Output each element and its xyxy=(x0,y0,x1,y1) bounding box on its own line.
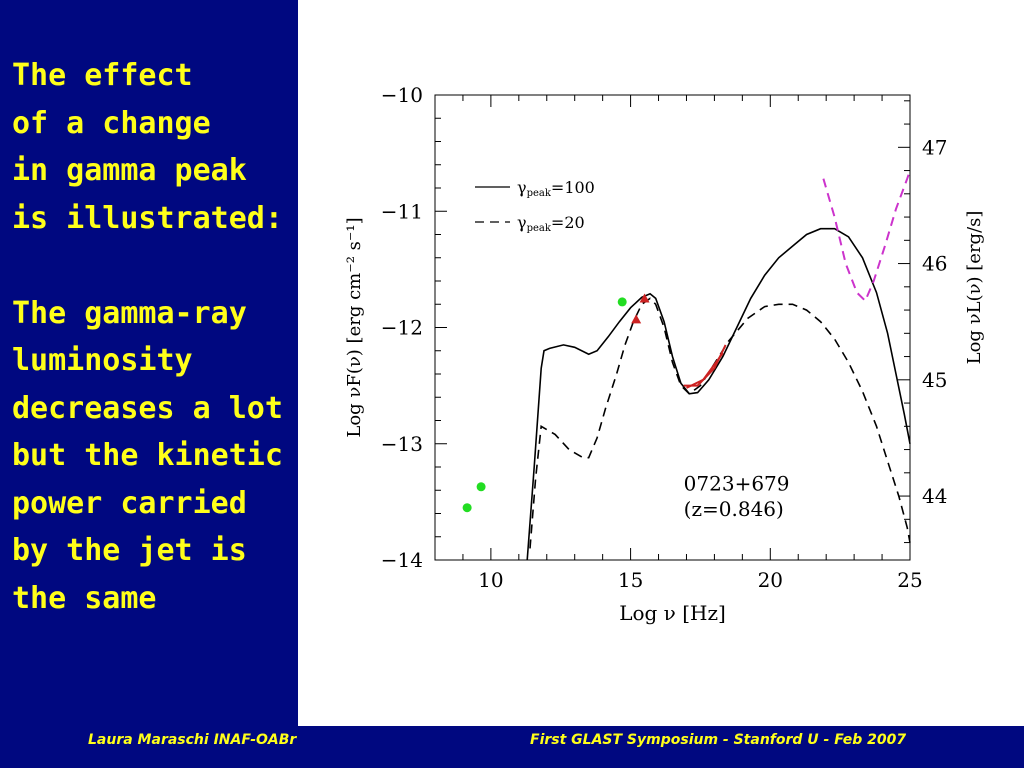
x-tick-label: 20 xyxy=(758,568,783,592)
footer-event: First GLAST Symposium - Stanford U - Feb… xyxy=(530,732,907,748)
body-line: in gamma peak xyxy=(12,153,247,188)
body-line: The effect xyxy=(12,58,193,93)
series-line xyxy=(822,170,911,303)
body-line: power carried xyxy=(12,485,247,521)
legend-label: γpeak=20 xyxy=(517,213,585,234)
legend-subscript: peak xyxy=(527,223,552,234)
data-point xyxy=(617,297,627,307)
y-tick-label: −13 xyxy=(381,432,423,456)
sed-chart-svg: 10 15 20 25 −14 −13 −12 −11 −10 44 45 46 47 Log ν [H… xyxy=(344,83,985,625)
y2-tick-label: 44 xyxy=(922,484,947,508)
y2-tick-label: 45 xyxy=(922,368,947,392)
plot-frame xyxy=(434,94,911,561)
footer-bar: Laura Maraschi INAF-OABr First GLAST Sym… xyxy=(0,726,1024,768)
x-tick-label: 10 xyxy=(478,568,503,592)
data-point-triangle xyxy=(631,314,642,324)
x-tick-label: 25 xyxy=(897,568,922,592)
y2-tick-label: 47 xyxy=(922,135,947,159)
series-line xyxy=(686,352,724,389)
source-name-annotation: 0723+679 xyxy=(684,471,790,495)
data-point-triangle xyxy=(639,293,650,303)
y2-axis-label: Log νL(ν) [erg/s] xyxy=(964,211,985,365)
y2-tick-label: 46 xyxy=(922,252,947,276)
data-point xyxy=(462,503,472,513)
body-line: of a change xyxy=(12,105,211,141)
body-line: but the kinetic xyxy=(12,438,283,473)
sidebar-panel: The effect of a change in gamma peak is ill… xyxy=(0,0,298,726)
body-line: the same xyxy=(12,580,157,616)
y-tick-label: −12 xyxy=(381,316,423,340)
body-line: decreases a lot xyxy=(12,390,283,426)
series-line xyxy=(526,227,911,561)
legend-label: γpeak=100 xyxy=(517,178,595,199)
slide-body-text: The effect of a change in gamma peak is ill… xyxy=(12,52,312,622)
body-line xyxy=(12,242,312,290)
x-tick-label: 15 xyxy=(618,568,643,592)
legend-symbol: γ xyxy=(517,178,527,197)
y-tick-label: −10 xyxy=(381,83,423,107)
body-line: The gamma-ray xyxy=(12,295,247,331)
y-tick-label: −11 xyxy=(381,199,423,223)
legend-value: =20 xyxy=(551,213,585,232)
footer-author: Laura Maraschi INAF-OABr xyxy=(88,732,297,748)
y-axis-label: Log νF(ν) [erg cm⁻² s⁻¹] xyxy=(344,217,365,437)
body-line: is illustrated: xyxy=(12,200,283,236)
sed-chart: 10 15 20 25 −14 −13 −12 −11 −10 44 45 46 47 Log ν [H… xyxy=(330,75,1000,635)
legend-symbol: γ xyxy=(517,213,527,232)
series-line xyxy=(529,297,911,549)
redshift-annotation: (z=0.846) xyxy=(684,497,784,521)
body-line: luminosity xyxy=(12,343,193,378)
x-axis-label: Log ν [Hz] xyxy=(619,601,726,625)
legend-subscript: peak xyxy=(527,188,552,199)
y-tick-label: −14 xyxy=(381,548,423,572)
data-point xyxy=(476,482,486,492)
body-line: by the jet is xyxy=(12,533,247,568)
legend-value: =100 xyxy=(551,178,595,197)
